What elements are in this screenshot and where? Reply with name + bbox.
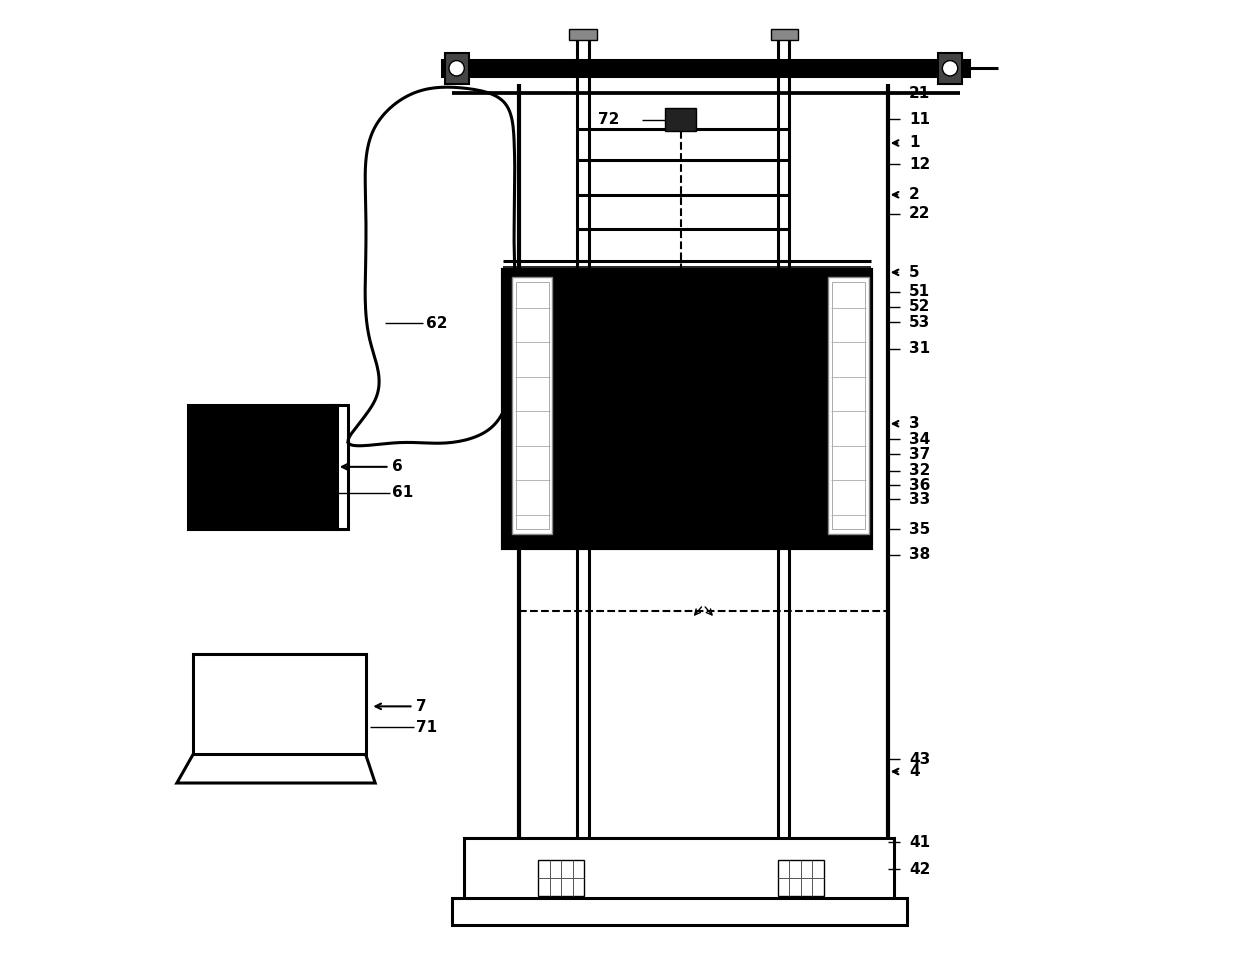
Text: 11: 11: [909, 112, 929, 126]
Text: 33: 33: [909, 492, 930, 507]
Bar: [833, 282, 865, 529]
Text: 34: 34: [909, 432, 930, 446]
Text: 62: 62: [426, 316, 447, 330]
Text: 22: 22: [909, 206, 930, 222]
Text: 2: 2: [909, 188, 919, 202]
Text: 52: 52: [909, 299, 930, 314]
Text: 41: 41: [909, 835, 930, 850]
Text: 72: 72: [598, 112, 620, 127]
Text: 37: 37: [909, 447, 930, 462]
Bar: [442, 59, 969, 76]
Text: 12: 12: [909, 156, 930, 172]
Bar: [538, 859, 584, 896]
Bar: [188, 404, 337, 529]
Text: 31: 31: [909, 341, 930, 357]
Text: 1: 1: [909, 135, 919, 151]
Circle shape: [449, 60, 465, 76]
Text: 35: 35: [909, 522, 930, 537]
Circle shape: [943, 60, 958, 76]
Text: 36: 36: [909, 477, 930, 493]
Text: 4: 4: [909, 764, 919, 779]
Text: 38: 38: [909, 547, 930, 563]
Bar: [829, 277, 869, 534]
Text: 5: 5: [909, 264, 919, 280]
Bar: [445, 52, 468, 84]
Text: 61: 61: [393, 485, 414, 501]
Text: 7: 7: [416, 699, 427, 713]
Text: 53: 53: [909, 315, 930, 330]
Text: 43: 43: [909, 751, 930, 767]
Text: 21: 21: [909, 86, 930, 101]
Text: 51: 51: [909, 284, 930, 299]
Bar: [465, 838, 893, 903]
Bar: [193, 653, 366, 754]
Text: 32: 32: [909, 464, 930, 478]
Polygon shape: [177, 754, 375, 783]
Bar: [778, 859, 824, 896]
Bar: [771, 29, 798, 41]
Bar: [569, 29, 597, 41]
Bar: [503, 270, 871, 548]
Text: 3: 3: [909, 416, 919, 432]
Bar: [512, 277, 553, 534]
Bar: [327, 404, 348, 529]
Bar: [452, 898, 907, 924]
Bar: [515, 282, 549, 529]
Text: 71: 71: [416, 720, 437, 735]
Bar: [665, 108, 696, 131]
Text: 42: 42: [909, 862, 930, 877]
Bar: [938, 52, 961, 84]
Text: 6: 6: [393, 460, 403, 474]
